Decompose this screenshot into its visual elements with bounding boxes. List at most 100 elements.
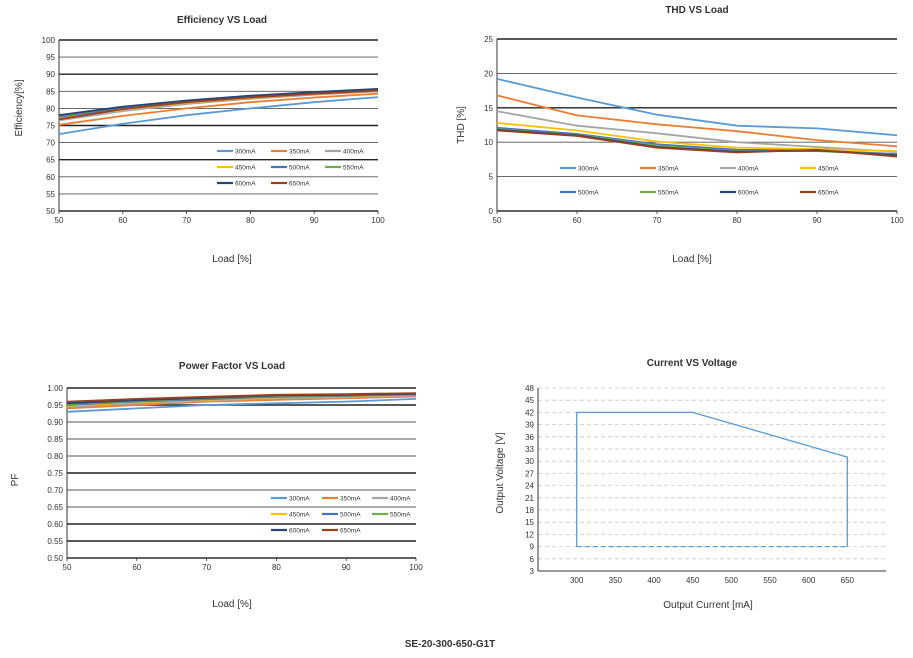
- y-tick-label: 1.00: [47, 384, 63, 393]
- pf-chart: 0.50 0.55 0.60 0.65 0.70 0.75 0.80 0.85 0.90 0.95…: [47, 384, 423, 572]
- y-tick-label: 90: [46, 70, 55, 79]
- y-tick-label: 6: [530, 555, 535, 564]
- legend-label-550mA: 550mA: [390, 512, 411, 519]
- legend-label-300mA: 300mA: [235, 149, 256, 156]
- y-tick-label: 20: [484, 69, 493, 78]
- legend-label-650mA: 650mA: [289, 181, 310, 188]
- series-line-650mA: [496, 129, 898, 158]
- y-tick-label: 42: [525, 408, 534, 417]
- legend-label-350mA: 350mA: [658, 166, 679, 173]
- series-line-400mA: [496, 110, 898, 153]
- y-tick-label: 95: [46, 53, 55, 62]
- series-line-350mA: [66, 395, 417, 410]
- y-tick-label: 15: [484, 104, 493, 113]
- series-line-300mA: [58, 96, 379, 135]
- thd-ylabel: THD [%]: [456, 106, 467, 144]
- legend-label-600mA: 600mA: [235, 181, 256, 188]
- x-tick-label: 70: [182, 216, 191, 225]
- y-tick-label: 25: [484, 35, 493, 44]
- series-line-450mA: [496, 122, 898, 152]
- pf-ylabel: PF: [10, 474, 21, 487]
- y-tick-label: 3: [530, 567, 535, 576]
- y-tick-label: 36: [525, 433, 534, 442]
- x-tick-label: 90: [310, 216, 319, 225]
- efficiency-ylabel: Efficiency[%]: [14, 79, 25, 136]
- legend-label-500mA: 500mA: [340, 512, 361, 519]
- x-tick-label: 80: [272, 563, 281, 572]
- legend-label-600mA: 600mA: [289, 528, 310, 535]
- x-tick-label: 50: [55, 216, 64, 225]
- x-tick-label: 550: [763, 576, 777, 585]
- efficiency-xlabel: Load [%]: [212, 254, 252, 265]
- series-line-300mA: [496, 78, 898, 137]
- legend-label-400mA: 400mA: [738, 166, 759, 173]
- legend-label-300mA: 300mA: [289, 496, 310, 503]
- thd-chart: 0 5 10 15 20 25 50 60 70 80 90 100 300mA 350mA 400mA 45…: [484, 35, 904, 225]
- x-tick-label: 90: [813, 216, 822, 225]
- legend-label-450mA: 450mA: [289, 512, 310, 519]
- y-tick-label: 60: [46, 173, 55, 182]
- y-tick-label: 0.55: [47, 537, 63, 546]
- y-tick-label: 18: [525, 506, 534, 515]
- x-tick-label: 600: [802, 576, 816, 585]
- legend-label-300mA: 300mA: [578, 166, 599, 173]
- y-tick-label: 39: [525, 421, 534, 430]
- y-tick-label: 33: [525, 445, 534, 454]
- operating-window-boundary: [576, 411, 848, 547]
- x-tick-label: 80: [246, 216, 255, 225]
- y-tick-label: 0.70: [47, 486, 63, 495]
- x-tick-label: 100: [890, 216, 904, 225]
- pf-xlabel: Load [%]: [212, 599, 252, 610]
- y-tick-label: 48: [525, 384, 534, 393]
- efficiency-chart: 50 55 60 65 70 75 80 85 90 95 100 50 60 70 80 90 100 300m…: [42, 36, 386, 225]
- x-tick-label: 50: [493, 216, 502, 225]
- series-line-650mA: [66, 392, 417, 403]
- x-tick-label: 60: [118, 216, 127, 225]
- y-tick-label: 0.80: [47, 452, 63, 461]
- y-tick-label: 9: [530, 543, 535, 552]
- x-tick-label: 300: [570, 576, 584, 585]
- legend-label-650mA: 650mA: [818, 190, 839, 197]
- y-tick-label: 0.50: [47, 554, 63, 563]
- legend-label-550mA: 550mA: [343, 165, 364, 172]
- y-tick-label: 5: [489, 173, 494, 182]
- series-line-650mA: [58, 89, 379, 121]
- series-line-350mA: [496, 94, 898, 148]
- y-tick-label: 12: [525, 530, 534, 539]
- cv-xlabel: Output Current [mA]: [663, 600, 753, 611]
- legend-label-400mA: 400mA: [343, 149, 364, 156]
- x-tick-label: 100: [409, 563, 423, 572]
- y-tick-label: 55: [46, 190, 55, 199]
- y-tick-label: 27: [525, 469, 534, 478]
- y-tick-label: 75: [46, 122, 55, 131]
- x-tick-label: 60: [573, 216, 582, 225]
- x-tick-label: 60: [132, 563, 141, 572]
- y-tick-label: 21: [525, 494, 534, 503]
- model-number: SE-20-300-650-G1T: [405, 639, 496, 650]
- legend-label-350mA: 350mA: [289, 149, 310, 156]
- cv-title: Current VS Voltage: [647, 358, 738, 369]
- y-tick-label: 0.75: [47, 469, 63, 478]
- y-tick-label: 0.90: [47, 418, 63, 427]
- y-tick-label: 0.65: [47, 503, 63, 512]
- legend-label-400mA: 400mA: [390, 496, 411, 503]
- series-line-600mA: [58, 88, 379, 117]
- x-tick-label: 70: [653, 216, 662, 225]
- y-tick-label: 0: [489, 207, 494, 216]
- y-tick-label: 100: [42, 36, 56, 45]
- cv-ylabel: Output Voltage [V]: [495, 432, 506, 513]
- x-tick-label: 350: [609, 576, 623, 585]
- x-tick-label: 100: [371, 216, 385, 225]
- y-tick-label: 30: [525, 457, 534, 466]
- y-tick-label: 45: [525, 396, 534, 405]
- y-tick-label: 85: [46, 87, 55, 96]
- x-tick-label: 650: [841, 576, 855, 585]
- x-tick-label: 450: [686, 576, 700, 585]
- thd-title: THD VS Load: [665, 5, 728, 16]
- x-tick-label: 70: [202, 563, 211, 572]
- thd-xlabel: Load [%]: [672, 254, 712, 265]
- y-tick-label: 0.60: [47, 520, 63, 529]
- x-tick-label: 90: [342, 563, 351, 572]
